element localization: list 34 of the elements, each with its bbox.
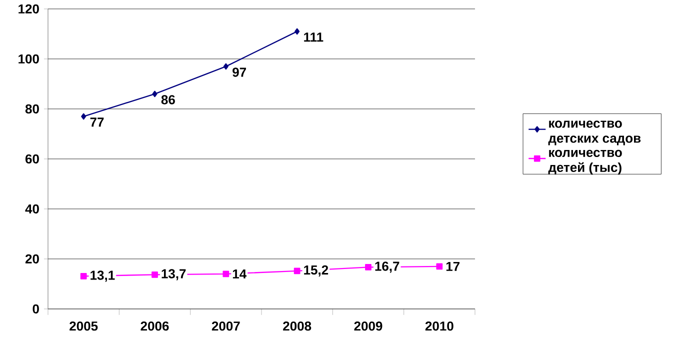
- legend-label: количество детей (тыс): [548, 150, 622, 175]
- x-tick-label: 2005: [70, 321, 98, 331]
- data-label: 97: [232, 68, 246, 77]
- x-tick-label: 2007: [212, 321, 240, 331]
- point: [152, 272, 158, 278]
- y-tick-label: 60: [25, 154, 39, 164]
- y-tick-label: 40: [25, 204, 39, 214]
- data-label: 13,1: [90, 270, 115, 282]
- y-tick-label: 80: [25, 104, 39, 114]
- data-label: 17: [446, 262, 460, 271]
- point: [294, 268, 300, 274]
- y-tick-label: 0: [32, 304, 39, 314]
- data-label: 14: [232, 269, 247, 278]
- data-label: 86: [161, 95, 175, 104]
- y-tick-label: 20: [25, 254, 39, 264]
- point: [80, 273, 87, 280]
- point: [223, 63, 228, 70]
- point: [222, 270, 230, 278]
- point: [436, 263, 443, 270]
- data-label: 13,7: [162, 269, 186, 280]
- x-tick-label: 2010: [425, 321, 454, 331]
- x-tick-label: 2008: [283, 321, 312, 331]
- data-label: 111: [304, 32, 324, 42]
- data-label: 77: [90, 118, 104, 127]
- data-label: 15,2: [304, 265, 328, 276]
- point: [81, 113, 86, 120]
- point: [152, 90, 158, 98]
- x-tick-label: 2006: [140, 321, 169, 331]
- y-tick-label: 120: [18, 4, 39, 14]
- point: [365, 264, 372, 270]
- data-label: 16,7: [375, 262, 400, 273]
- point: [294, 28, 300, 35]
- y-tick-label: 100: [18, 54, 39, 64]
- x-tick-label: 2009: [354, 321, 382, 331]
